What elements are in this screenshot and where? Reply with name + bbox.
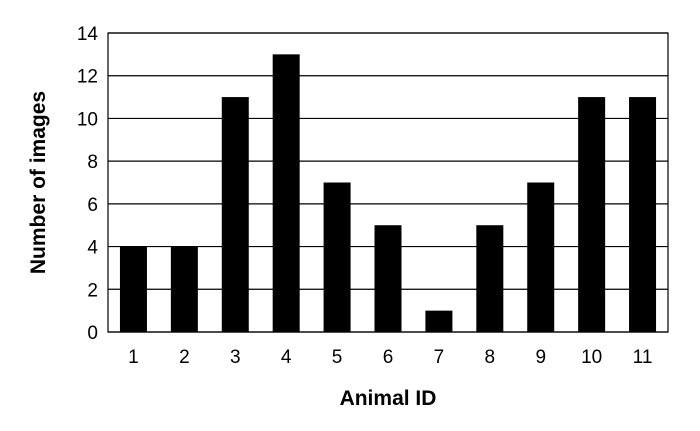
bar-animal-10: [578, 97, 606, 332]
x-axis-tick-labels: 1 2 3 4 5 6 7 8 9 10 11: [128, 347, 652, 368]
bar-animal-11: [629, 97, 657, 332]
y-axis-title: Number of images: [27, 91, 50, 274]
x-tick-label: 7: [434, 347, 445, 368]
x-tick-label: 2: [179, 347, 190, 368]
x-tick-label: 4: [281, 347, 292, 368]
x-tick-label: 6: [383, 347, 394, 368]
bar-animal-2: [170, 246, 198, 332]
bar-animal-5: [323, 182, 351, 332]
bar-animal-4: [272, 54, 300, 332]
bar-animal-7: [425, 310, 453, 332]
bar-animal-3: [221, 97, 249, 332]
y-tick-label: 0: [87, 323, 98, 344]
y-axis-tick-labels: 0 2 4 6 8 10 12 14: [77, 24, 99, 344]
bar-animal-1: [119, 246, 147, 332]
x-tick-label: 5: [332, 347, 343, 368]
x-tick-label: 11: [633, 347, 653, 368]
y-tick-label: 12: [77, 67, 98, 88]
y-tick-label: 14: [77, 24, 99, 45]
x-tick-label: 8: [485, 347, 496, 368]
y-tick-label: 8: [87, 152, 98, 173]
x-tick-label: 1: [128, 347, 139, 368]
x-tick-label: 10: [581, 347, 602, 368]
bar-animal-8: [476, 225, 504, 332]
bar-animal-9: [527, 182, 555, 332]
x-tick-label: 9: [535, 347, 546, 368]
x-tick-label: 3: [230, 347, 241, 368]
bars: [119, 54, 657, 332]
plot-area-border: [107, 32, 669, 333]
x-axis-title: Animal ID: [340, 387, 437, 410]
y-tick-label: 10: [77, 109, 98, 130]
y-tick-label: 4: [87, 238, 98, 259]
y-tick-label: 2: [87, 280, 98, 301]
y-tick-label: 6: [87, 195, 98, 216]
bar-animal-6: [374, 225, 402, 332]
